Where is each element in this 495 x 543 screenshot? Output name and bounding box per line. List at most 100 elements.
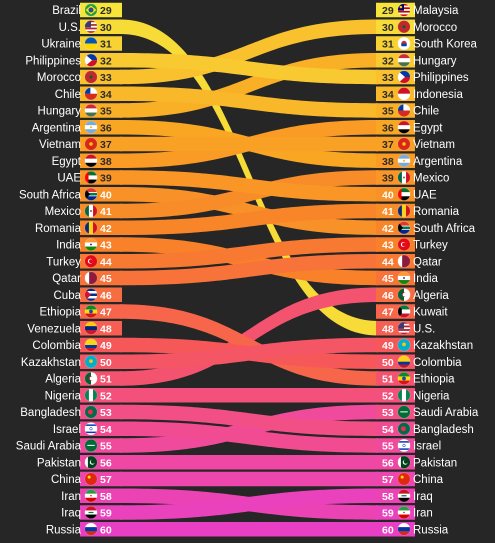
hungary-flag-icon [84,104,98,118]
rank-label: 32 [382,55,394,67]
rank-label: 46 [382,290,394,302]
rank-label: 53 [100,407,112,419]
ribbon-philippines [120,53,378,85]
country-label: Philippines [25,55,81,67]
right-row-pakistan: 56 Pakistan [376,455,457,470]
rank-label: 30 [382,22,394,34]
right-row-nigeria: 52 Nigeria [376,388,450,403]
left-row-romania: Romania 42 [35,220,122,235]
algeria-flag-icon [397,288,411,302]
rank-label: 38 [100,156,112,168]
rank-label: 40 [382,189,394,201]
rank-label: 42 [100,223,112,235]
country-label: Qatar [413,256,442,268]
kazakhstan-flag-icon [84,355,98,369]
iraq-flag-icon [84,505,98,519]
country-label: Venezuela [27,323,81,335]
china-flag-icon [397,472,411,486]
country-label: Hungary [413,55,457,67]
country-label: Russia [413,524,449,536]
left-row-russia: Russia 60 [46,522,122,537]
right-row-indonesia: 34 Indonesia [376,86,463,101]
indonesia-flag-icon [397,87,411,101]
morocco-flag-icon [397,20,411,34]
pakistan-flag-icon [397,455,411,469]
rank-label: 44 [382,256,394,268]
bangladesh-flag-icon [84,405,98,419]
chile-flag-icon [84,87,98,101]
ribbon-turkey [120,237,378,269]
right-row-iran: 59 Iran [376,505,433,520]
right-row-saudi-arabia: 53 Saudi Arabia [376,404,479,420]
right-row-chile: 35 Chile [376,103,439,118]
right-row-egypt: 36 Egypt [376,120,443,135]
rank-label: 52 [382,390,394,402]
country-label: Algeria [45,374,81,386]
left-row-israel: Israel 54 [53,421,122,436]
south-africa-flag-icon [84,187,98,201]
egypt-flag-icon [397,120,411,134]
egypt-flag-icon [84,154,98,168]
russia-flag-icon [397,522,411,536]
romania-flag-icon [397,204,411,218]
ukraine-flag-icon [84,36,98,50]
country-label: Argentina [413,156,463,168]
ribbon-nigeria [120,388,378,403]
right-row-romania: 41 Romania [376,203,460,219]
india-flag-icon [84,238,98,252]
rank-label: 56 [382,457,394,469]
country-label: Egypt [413,122,443,134]
rank-label: 53 [382,407,394,419]
country-label: Bangladesh [20,407,81,419]
left-row-qatar: Qatar 45 [52,270,122,286]
rank-label: 47 [382,307,394,319]
country-label: Kuwait [413,307,448,319]
country-label: Israel [413,441,441,453]
country-label: U.S. [59,22,81,34]
saudi-arabia-flag-icon [397,405,411,419]
right-row-qatar: 44 Qatar [376,254,442,269]
country-label: Morocco [37,72,81,84]
left-row-algeria: Algeria 51 [45,371,122,386]
left-row-colombia: Colombia 49 [32,337,122,353]
rank-label: 58 [100,491,112,503]
ethiopia-flag-icon [84,304,98,318]
rank-label: 57 [382,474,394,486]
right-row-kuwait: 47 Kuwait [376,304,448,319]
rank-label: 49 [382,340,394,352]
ribbon-vietnam [120,136,378,152]
rank-label: 59 [382,508,394,520]
left-row-turkey: Turkey 44 [46,254,122,269]
country-label: China [51,474,82,486]
bangladesh-flag-icon [397,422,411,436]
ribbon-algeria [120,287,378,386]
rank-label: 46 [100,290,112,302]
rank-label: 59 [100,508,112,520]
usa-flag-icon [84,20,98,34]
rank-label: 36 [100,122,112,134]
right-row-bangladesh: 54 Bangladesh [376,421,474,436]
ribbon-iraq [120,488,378,520]
rank-label: 29 [100,5,112,17]
rank-label: 34 [382,89,394,101]
ribbon-uae [120,170,378,202]
country-label: Colombia [32,340,81,352]
colombia-flag-icon [84,338,98,352]
rank-label: 35 [382,106,394,118]
country-label: Egypt [52,156,82,168]
country-label: Cuba [54,290,82,302]
india-flag-icon [397,271,411,285]
rank-label: 44 [100,256,112,268]
country-label: Saudi Arabia [413,407,479,419]
left-row-vietnam: Vietnam 37 [39,136,122,152]
ribbons [120,19,378,537]
country-label: Ethiopia [39,307,81,319]
china-flag-icon [84,472,98,486]
right-row-colombia: 50 Colombia [376,354,462,369]
israel-flag-icon [397,438,411,452]
left-row-iran: Iran 58 [61,488,122,503]
left-row-nigeria: Nigeria 52 [45,388,122,403]
left-row-iraq: Iraq 59 [61,505,122,520]
left-row-egypt: Egypt 38 [52,153,122,168]
right-row-china: 57 China [376,471,444,487]
